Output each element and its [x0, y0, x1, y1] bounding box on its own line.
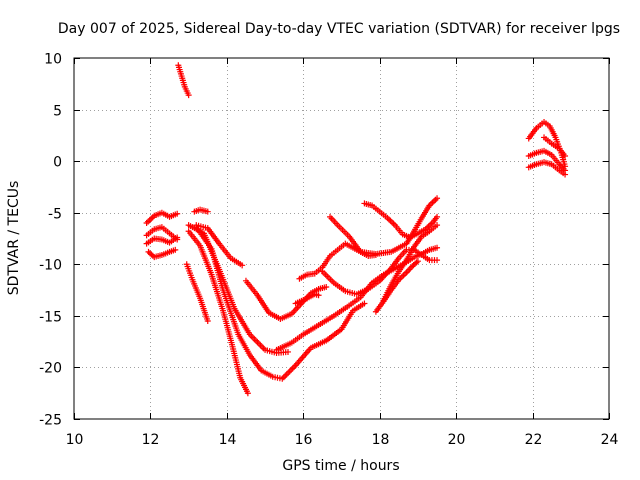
- series-seg-u: [541, 134, 569, 159]
- plot-frame: [73, 57, 610, 420]
- data-point: [174, 234, 181, 241]
- series-seg-a: [175, 62, 192, 99]
- series-seg-i: [242, 277, 330, 322]
- y-tick-label: 5: [53, 104, 62, 120]
- series-seg-e: [185, 228, 251, 397]
- y-tick-label: -25: [39, 413, 62, 429]
- series-seg-d: [183, 261, 211, 325]
- series-seg-t: [525, 118, 569, 170]
- chart-title: Day 007 of 2025, Sidereal Day-to-day VTE…: [58, 21, 620, 37]
- data-point: [172, 246, 179, 253]
- y-tick-label: -5: [48, 207, 62, 223]
- data-point: [244, 390, 251, 397]
- data-point: [434, 257, 441, 264]
- data-points: [143, 62, 569, 397]
- x-tick-label: 10: [66, 432, 84, 448]
- data-point: [372, 252, 379, 259]
- series-seg-b4: [145, 246, 179, 261]
- x-tick-label: 12: [142, 432, 160, 448]
- x-axis-title: GPS time / hours: [282, 458, 399, 474]
- y-tick-label: -20: [39, 361, 62, 377]
- data-point: [239, 262, 246, 269]
- series-seg-n: [319, 246, 441, 298]
- y-tick-label: -10: [39, 258, 62, 274]
- data-point: [562, 163, 569, 170]
- series-seg-k: [292, 291, 322, 307]
- series-seg-l: [296, 195, 441, 282]
- series-seg-h: [193, 222, 246, 269]
- x-tick-label: 20: [448, 432, 466, 448]
- y-tick-label: 10: [44, 52, 62, 68]
- series-seg-b1: [143, 209, 181, 227]
- series-seg-g: [193, 224, 368, 382]
- data-point: [414, 258, 421, 265]
- x-tick-label: 22: [525, 432, 543, 448]
- data-point: [434, 222, 441, 229]
- grid-lines: [74, 58, 609, 419]
- data-point: [285, 348, 291, 355]
- data-point: [361, 300, 368, 307]
- data-point: [323, 283, 330, 290]
- data-point: [434, 213, 441, 220]
- series-seg-b3: [143, 234, 181, 247]
- x-tick-label: 18: [372, 432, 390, 448]
- y-axis-title: SDTVAR / TECUs: [6, 181, 22, 296]
- axis-ticks: 10 12 14 16 18 20 22 24 10 5 0 -5 -10 -15 -20 -25: [39, 52, 618, 449]
- series-seg-m: [327, 213, 379, 260]
- data-point: [185, 92, 192, 99]
- series-seg-r: [525, 159, 569, 178]
- series-seg-c: [191, 206, 211, 215]
- y-tick-label: -15: [39, 310, 62, 326]
- data-point: [434, 195, 441, 202]
- x-tick-label: 24: [601, 432, 619, 448]
- series-seg-o: [361, 200, 441, 241]
- y-tick-label: 0: [53, 155, 62, 171]
- x-tick-label: 16: [295, 432, 313, 448]
- data-point: [204, 208, 211, 215]
- series-seg-s: [525, 147, 569, 174]
- data-point: [315, 292, 322, 299]
- data-point: [174, 210, 181, 217]
- data-point: [434, 244, 441, 251]
- x-tick-label: 14: [219, 432, 237, 448]
- series-seg-q: [380, 222, 441, 304]
- data-point: [204, 318, 211, 325]
- data-point: [562, 152, 569, 159]
